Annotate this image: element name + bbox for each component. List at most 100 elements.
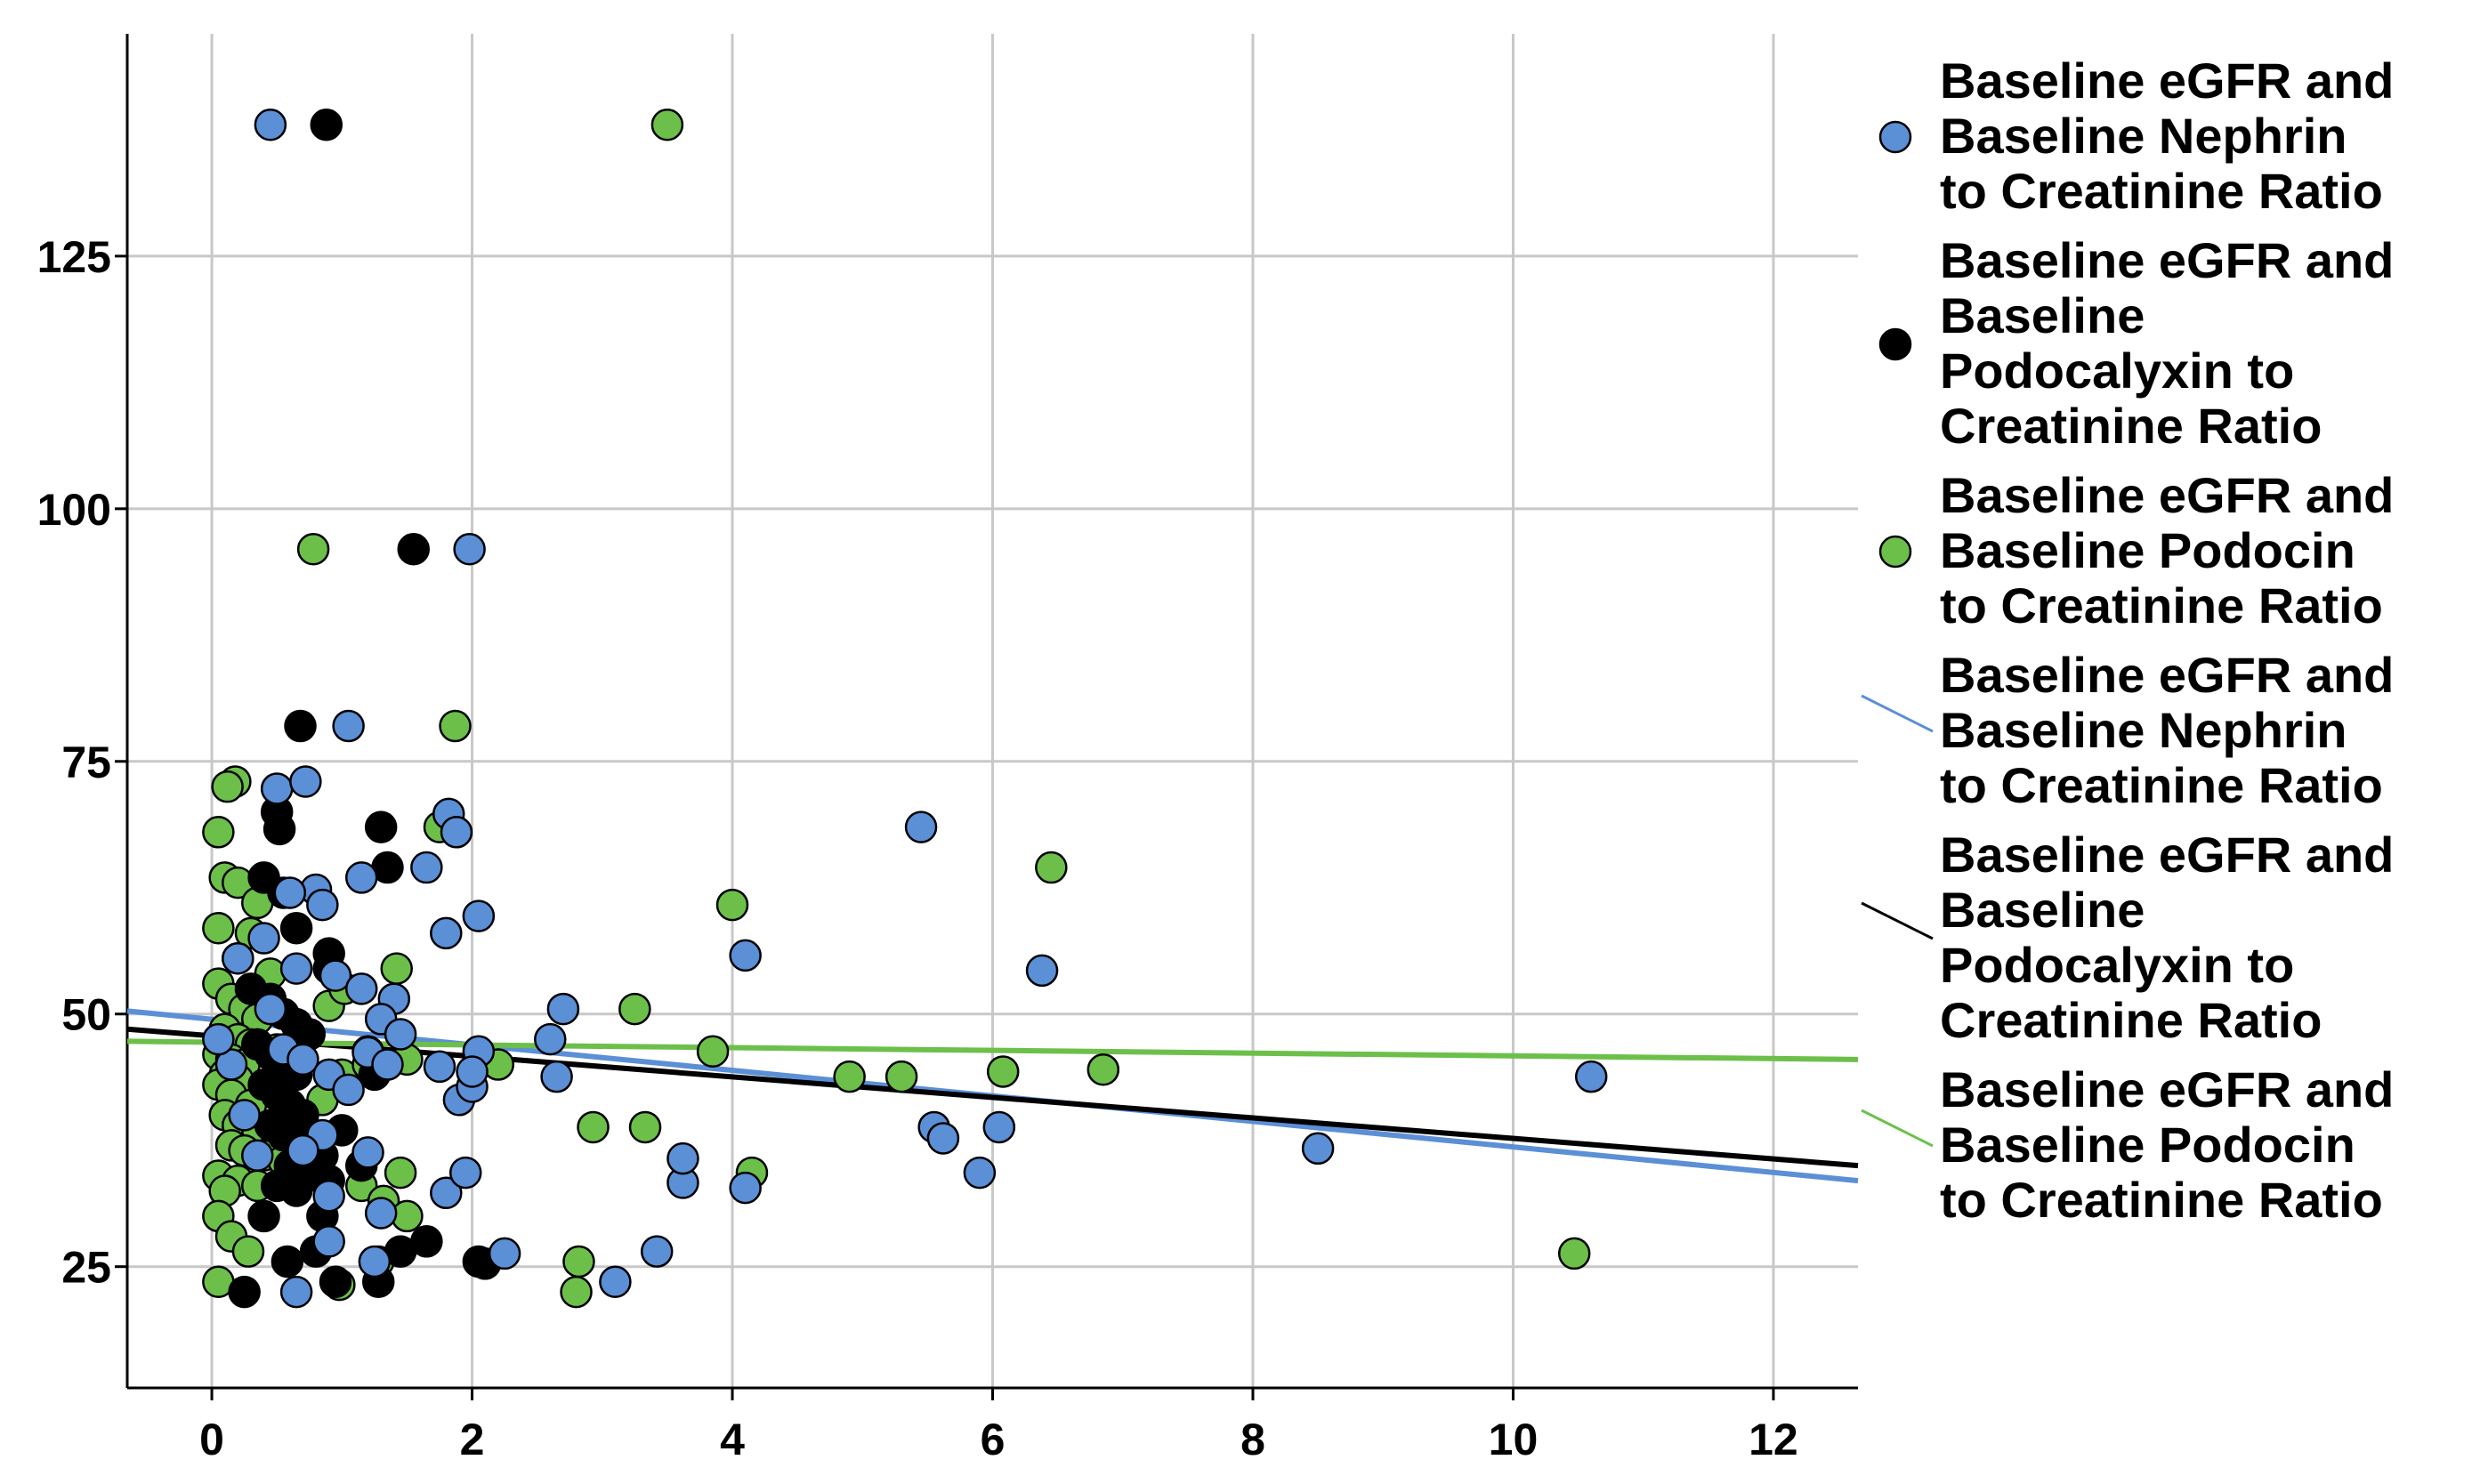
legend-label-line: Podocalyxin to xyxy=(1940,937,2294,993)
legend-marker-3 xyxy=(1878,535,1912,569)
data-point-series-3 xyxy=(1557,1237,1591,1270)
data-points xyxy=(202,108,1608,1309)
data-point-series-1 xyxy=(384,1018,417,1051)
x-tick-label: 8 xyxy=(1240,1415,1265,1464)
data-point-series-1 xyxy=(462,899,496,932)
legend-label-line: Creatinine Ratio xyxy=(1940,992,2322,1048)
data-point-series-1 xyxy=(488,1237,521,1270)
data-point-series-1 xyxy=(453,533,486,566)
data-point-series-1 xyxy=(240,1139,274,1173)
data-point-series-1 xyxy=(963,1156,997,1190)
legend-label-line: Baseline xyxy=(1940,287,2145,343)
data-point-series-1 xyxy=(358,1245,392,1278)
data-point-series-1 xyxy=(254,992,287,1026)
x-tick-label: 2 xyxy=(460,1415,485,1464)
data-point-series-1 xyxy=(540,1060,573,1093)
data-point-series-2 xyxy=(310,108,343,141)
data-point-series-1 xyxy=(430,916,463,950)
data-point-series-1 xyxy=(982,1110,1016,1144)
data-point-series-3 xyxy=(833,1060,866,1093)
data-point-series-3 xyxy=(715,888,749,922)
data-point-series-1 xyxy=(666,1141,699,1175)
legend-label-line: Baseline eGFR and xyxy=(1940,827,2394,883)
legend-label-line: Baseline Podocin xyxy=(1940,522,2355,578)
data-point-series-1 xyxy=(332,709,365,743)
data-point-series-1 xyxy=(260,772,294,805)
data-point-series-3 xyxy=(202,911,235,945)
data-point-series-2 xyxy=(410,1225,443,1258)
data-point-series-1 xyxy=(214,1048,248,1081)
legend-line-swatch-6 xyxy=(1861,1109,1934,1148)
data-point-series-2 xyxy=(247,1199,280,1233)
data-point-series-1 xyxy=(228,1099,261,1132)
data-point-series-1 xyxy=(319,959,352,992)
legend-label-line: Baseline eGFR and xyxy=(1940,647,2394,703)
legend-label-line: Baseline eGFR and xyxy=(1940,1061,2394,1117)
data-point-series-1 xyxy=(1574,1060,1608,1093)
data-point-series-2 xyxy=(271,1245,304,1278)
y-tick-label: 50 xyxy=(61,990,111,1040)
data-point-series-1 xyxy=(344,972,378,1005)
data-point-series-3 xyxy=(296,533,330,566)
data-point-series-1 xyxy=(279,1275,313,1309)
data-point-series-1 xyxy=(430,1176,463,1210)
data-point-series-1 xyxy=(456,1055,489,1088)
trend-line-3 xyxy=(126,1038,1859,1062)
data-point-series-2 xyxy=(364,811,398,843)
legend-label-line: Baseline xyxy=(1940,882,2145,938)
data-point-series-2 xyxy=(279,911,313,945)
data-point-series-1 xyxy=(729,1171,762,1205)
axes xyxy=(115,34,1858,1400)
data-point-series-1 xyxy=(306,888,339,922)
data-point-series-1 xyxy=(312,1179,345,1213)
data-point-series-1 xyxy=(440,816,473,849)
data-point-series-3 xyxy=(560,1275,593,1309)
data-point-series-1 xyxy=(904,811,938,843)
data-point-series-1 xyxy=(599,1265,632,1298)
y-tick-label: 100 xyxy=(37,485,111,535)
data-point-series-3 xyxy=(628,1110,662,1144)
data-point-series-3 xyxy=(211,770,244,803)
data-point-series-1 xyxy=(289,765,322,798)
legend-line-swatch-5 xyxy=(1861,901,1934,940)
data-point-series-1 xyxy=(926,1122,960,1155)
data-point-series-1 xyxy=(410,851,443,884)
x-tick-label: 12 xyxy=(1749,1415,1798,1464)
legend-label-line: Podocalyxin to xyxy=(1940,343,2294,399)
data-point-series-3 xyxy=(986,1055,1020,1088)
data-point-series-3 xyxy=(384,1156,417,1190)
data-point-series-1 xyxy=(640,1235,674,1268)
data-point-series-1 xyxy=(1301,1132,1335,1165)
data-point-series-1 xyxy=(423,1050,456,1084)
data-point-series-3 xyxy=(439,709,472,743)
legend-label-line: Baseline Podocin xyxy=(1940,1117,2355,1173)
data-point-series-2 xyxy=(284,709,317,743)
legend-label-line: to Creatinine Ratio xyxy=(1940,163,2383,219)
legend-label-line: to Creatinine Ratio xyxy=(1940,1172,2383,1228)
data-point-series-1 xyxy=(534,1022,567,1056)
legend-label-line: Baseline Nephrin xyxy=(1940,108,2347,164)
x-tick-label: 4 xyxy=(720,1415,745,1464)
grid xyxy=(127,34,1858,1388)
data-point-series-1 xyxy=(371,1048,404,1081)
data-point-series-1 xyxy=(279,952,313,985)
x-tick-label: 6 xyxy=(981,1415,1006,1464)
data-point-series-2 xyxy=(319,1265,352,1298)
data-point-series-1 xyxy=(287,1043,319,1077)
data-point-series-1 xyxy=(729,939,762,972)
data-point-series-1 xyxy=(273,876,307,909)
data-point-series-3 xyxy=(650,108,684,141)
data-point-series-1 xyxy=(1025,954,1059,988)
legend-label-line: Baseline eGFR and xyxy=(1940,467,2394,523)
legend-label-line: Baseline Nephrin xyxy=(1940,702,2347,758)
data-point-series-1 xyxy=(448,1156,482,1190)
data-point-series-1 xyxy=(344,861,378,894)
x-tick-label: 0 xyxy=(199,1415,224,1464)
y-tick-label: 75 xyxy=(61,738,111,787)
legend-label-line: Baseline eGFR and xyxy=(1940,52,2394,109)
data-point-series-1 xyxy=(351,1136,384,1169)
legend-label-line: Baseline eGFR and xyxy=(1940,232,2394,288)
y-tick-label: 125 xyxy=(37,232,111,282)
